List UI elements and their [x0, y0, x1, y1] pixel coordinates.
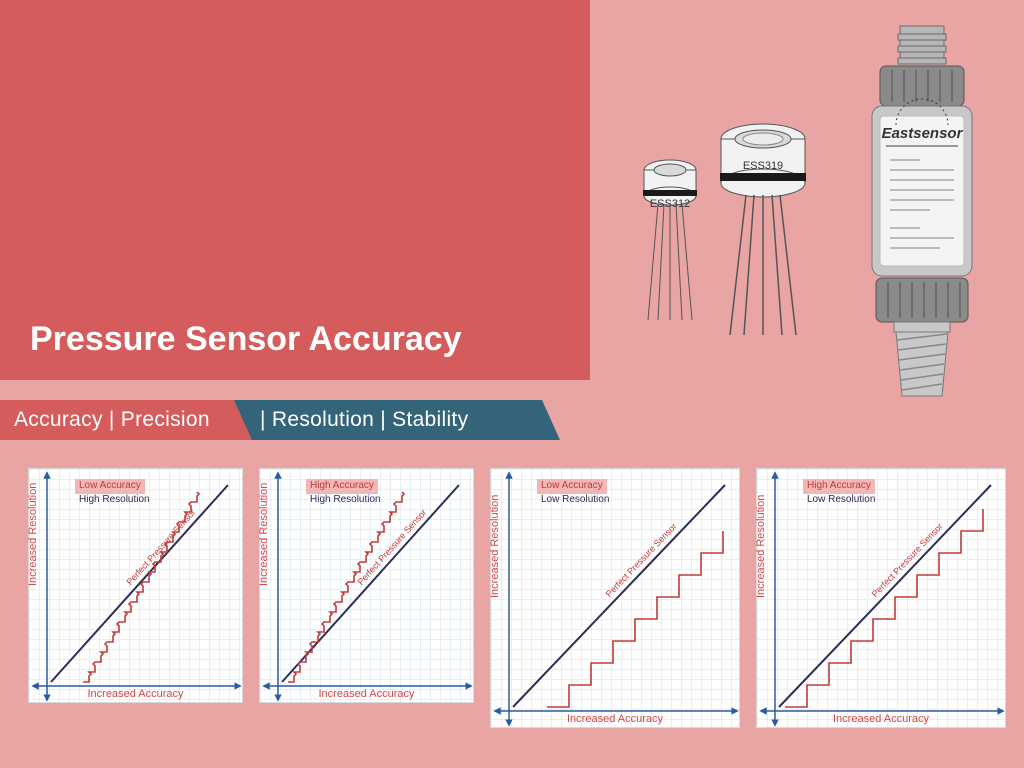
chart-panel: Increased ResolutionIncreased AccuracyPe…	[259, 468, 474, 703]
charts-row: Increased ResolutionIncreased AccuracyPe…	[28, 468, 1006, 728]
chart-badge: High AccuracyHigh Resolution	[306, 479, 385, 506]
y-axis-label: Increased Resolution	[755, 495, 767, 598]
sensor-large: Eastsensor	[872, 26, 972, 396]
sensor-brand: Eastsensor	[882, 125, 964, 142]
x-axis-label: Increased Accuracy	[833, 713, 929, 725]
y-axis-label: Increased Resolution	[489, 495, 501, 598]
hero-block: Pressure Sensor Accuracy	[0, 0, 590, 380]
chart-badge: Low AccuracyHigh Resolution	[75, 479, 154, 506]
infographic-canvas: Pressure Sensor Accuracy | Resolution | …	[0, 0, 1024, 768]
x-axis-label: Increased Accuracy	[88, 688, 184, 700]
chart-panel: Increased ResolutionIncreased AccuracyPe…	[490, 468, 740, 728]
x-axis-label: Increased Accuracy	[319, 688, 415, 700]
chart-badge: Low AccuracyLow Resolution	[537, 479, 613, 506]
y-axis-label: Increased Resolution	[258, 482, 270, 585]
x-axis-label: Increased Accuracy	[567, 713, 663, 725]
chart-panel: Increased ResolutionIncreased AccuracyPe…	[28, 468, 243, 703]
sensor-small: ESS312	[643, 160, 697, 320]
sensor-illustrations: ESS312 ESS319	[600, 20, 1020, 420]
y-axis-label: Increased Resolution	[27, 482, 39, 585]
sensor-medium: ESS319	[720, 124, 806, 335]
tagline-ribbon-left: Accuracy | Precision	[0, 400, 252, 440]
sensor-medium-label: ESS319	[743, 160, 783, 172]
hero-title: Pressure Sensor Accuracy	[30, 320, 462, 359]
chart-badge: High AccuracyLow Resolution	[803, 479, 879, 506]
chart-panel: Increased ResolutionIncreased AccuracyPe…	[756, 468, 1006, 728]
ribbon-text-left: Accuracy | Precision	[14, 408, 210, 432]
ribbon-text-right: | Resolution | Stability	[260, 408, 468, 432]
